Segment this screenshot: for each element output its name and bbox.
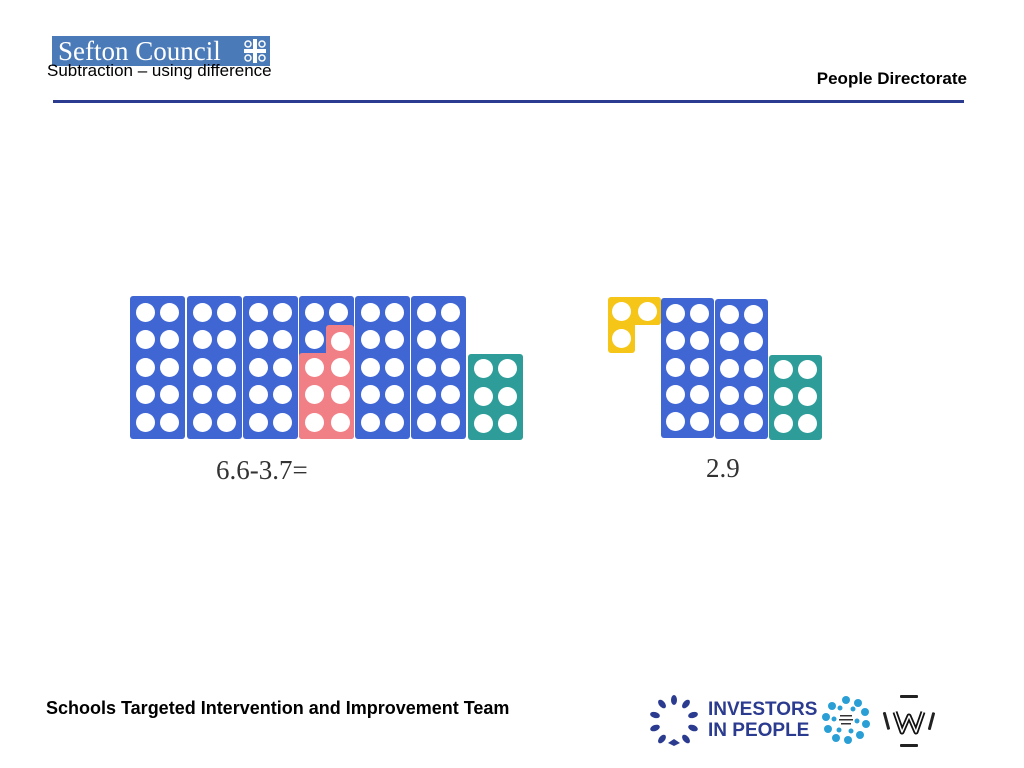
number-rod-ten — [715, 299, 768, 439]
number-rod-ten — [130, 296, 185, 439]
sefton-council-logo: Sefton Council — [52, 36, 270, 66]
council-crest-icon — [242, 37, 268, 65]
slide-subtitle: Subtraction – using difference — [47, 61, 272, 80]
directorate-label: People Directorate — [816, 69, 967, 88]
investors-in-people-logo-text: INVESTORS IN PEOPLE — [708, 699, 817, 741]
logo-text: Sefton Council — [58, 35, 221, 66]
number-rod-six-teal — [769, 355, 822, 440]
childrens-trust-logo-icon — [822, 696, 870, 744]
iip-line-1: INVESTORS — [708, 699, 818, 720]
subtraction-equation: 6.6-3.7= — [216, 455, 308, 485]
number-rod-ten — [187, 296, 242, 439]
difference-answer: 2.9 — [706, 453, 740, 483]
number-rod-ten — [661, 298, 714, 438]
header-divider — [53, 100, 964, 103]
number-rod-ten — [243, 296, 298, 439]
investors-in-people-wreath-icon — [650, 695, 698, 746]
number-rod-ten — [411, 296, 466, 439]
footer-team-label: Schools Targeted Intervention and Improv… — [46, 698, 510, 718]
iip-line-2: IN PEOPLE — [708, 720, 810, 741]
number-rod-six-teal — [468, 354, 523, 440]
number-rod-ten — [355, 296, 410, 439]
positive-about-disabled-people-logo-icon — [881, 693, 937, 749]
